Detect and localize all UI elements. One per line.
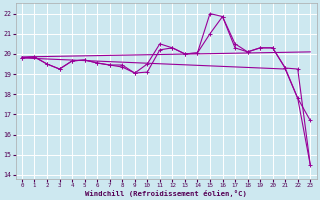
X-axis label: Windchill (Refroidissement éolien,°C): Windchill (Refroidissement éolien,°C): [85, 190, 247, 197]
